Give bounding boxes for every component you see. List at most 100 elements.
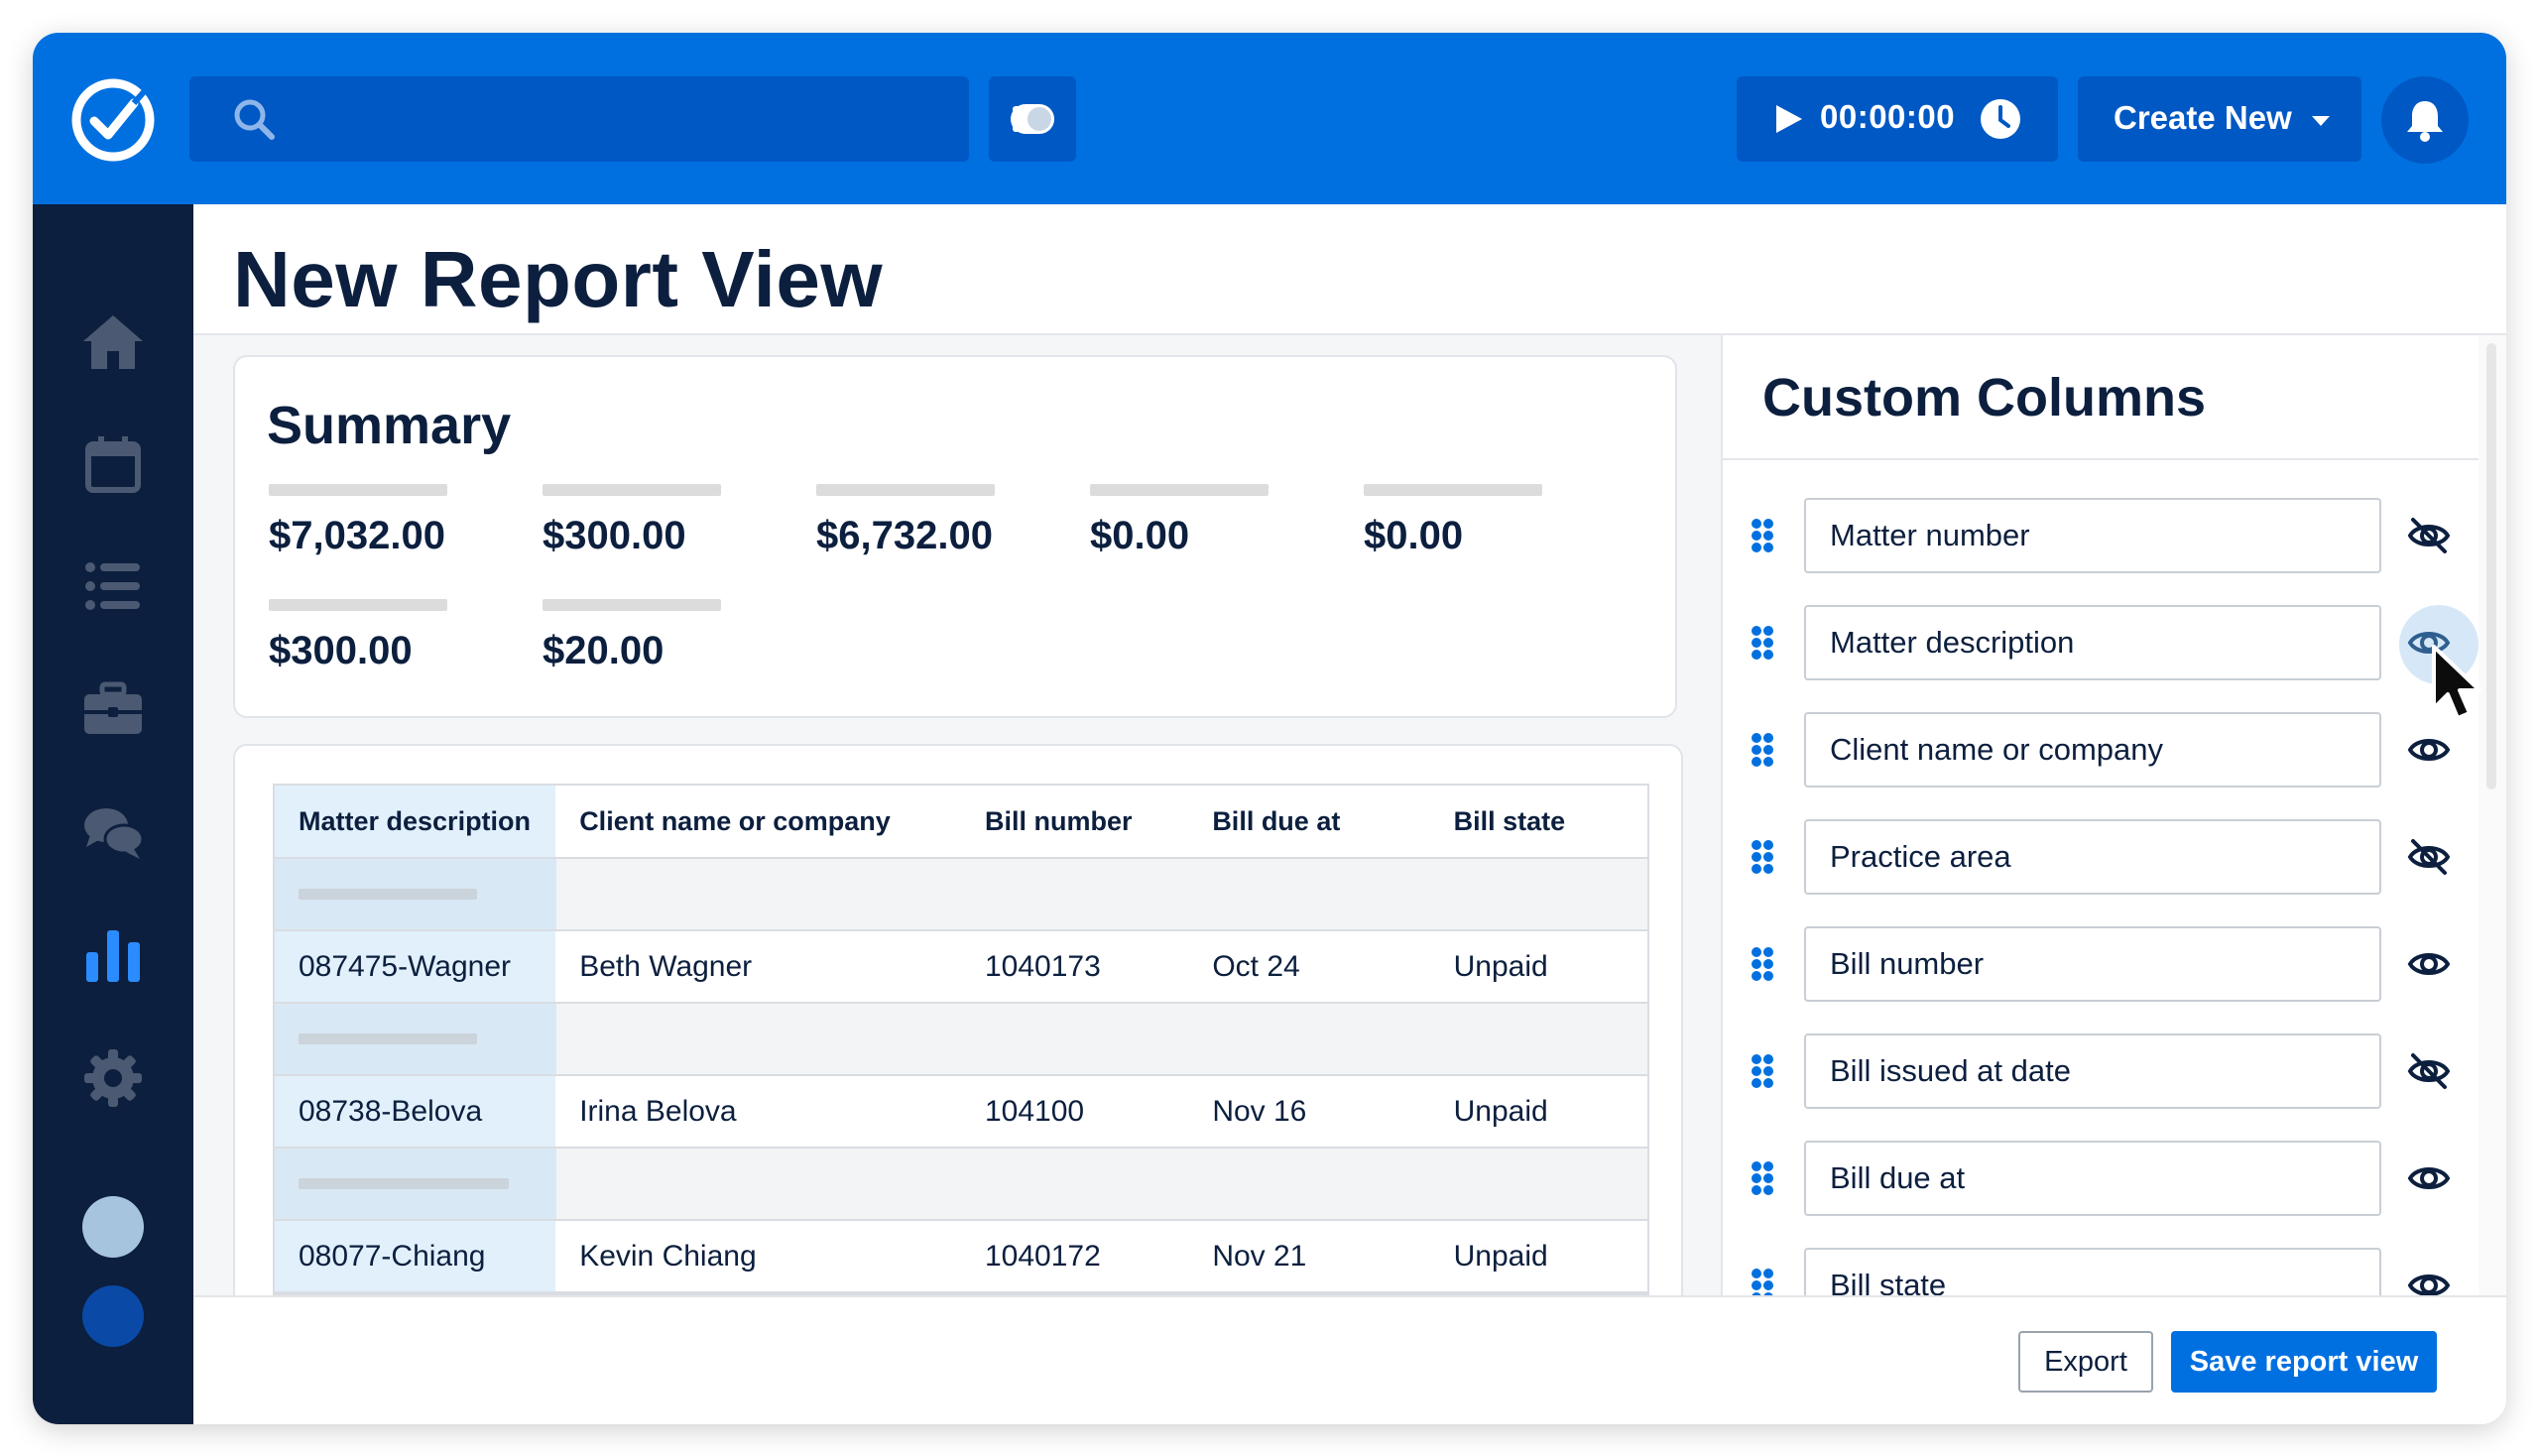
reports-chart-icon[interactable] (80, 922, 146, 988)
table-cell: Nov 21 (1212, 1239, 1307, 1273)
avatar[interactable] (82, 1196, 144, 1258)
summary-metric: $7,032.00 (269, 484, 467, 558)
table-cell: 087475-Wagner (275, 931, 556, 1002)
drag-handle-icon[interactable] (1751, 1053, 1774, 1089)
drag-handle-icon[interactable] (1751, 946, 1774, 982)
column-name-field[interactable]: Bill due at (1804, 1141, 2381, 1216)
custom-column-item[interactable]: Matter number (1751, 498, 2465, 573)
toggle-button[interactable] (989, 76, 1076, 162)
panel-divider (1723, 458, 2479, 460)
column-name-field[interactable]: Client name or company (1804, 712, 2381, 788)
custom-column-item[interactable]: Matter description (1751, 605, 2479, 684)
metric-value: $300.00 (543, 514, 686, 557)
eye-slash-icon[interactable] (2407, 514, 2451, 557)
search-input[interactable] (189, 76, 969, 162)
column-name-field[interactable]: Bill number (1804, 926, 2381, 1002)
metric-value: $300.00 (269, 629, 413, 672)
table-header: Matter description Client name or compan… (275, 786, 1647, 859)
summary-metric: $6,732.00 (816, 484, 1015, 558)
play-icon (1776, 105, 1802, 133)
column-name-field[interactable]: Matter number (1804, 498, 2381, 573)
toggle-icon (1011, 104, 1054, 134)
table-cell: 104100 (984, 1094, 1085, 1128)
custom-column-item[interactable]: Client name or company (1751, 712, 2465, 788)
list-icon[interactable] (80, 553, 146, 619)
create-new-label: Create New (2114, 99, 2292, 136)
chevron-down-icon (2312, 116, 2330, 126)
summary-metric: $20.00 (543, 599, 741, 673)
table-cell: Unpaid (1453, 1094, 1548, 1128)
summary-card: Summary $7,032.00 $300.00 $6,732.00 $0.0… (233, 355, 1677, 718)
column-name-field[interactable]: Bill issued at date (1804, 1033, 2381, 1109)
eye-icon[interactable] (2407, 942, 2451, 986)
table-row[interactable]: 08077-Chiang Kevin Chiang 1040172 Nov 21… (275, 1221, 1647, 1293)
custom-column-item[interactable]: Bill issued at date (1751, 1033, 2465, 1109)
group-cell (275, 1149, 556, 1219)
chat-icon[interactable] (80, 799, 146, 865)
group-cell (275, 1004, 556, 1074)
scrollbar-thumb[interactable] (2486, 343, 2496, 789)
custom-column-item[interactable]: Practice area (1751, 819, 2465, 895)
metric-label-placeholder (269, 599, 447, 611)
drag-handle-icon[interactable] (1751, 732, 1774, 768)
column-header[interactable]: Bill number (984, 805, 1133, 836)
bell-icon (2407, 101, 2443, 142)
eye-icon[interactable] (2407, 728, 2451, 772)
metric-label-placeholder (543, 484, 721, 496)
save-report-view-button[interactable]: Save report view (2171, 1331, 2437, 1393)
metric-value: $0.00 (1364, 514, 1464, 557)
group-cell (275, 859, 556, 929)
app-logo-icon[interactable] (70, 77, 156, 163)
eye-icon[interactable] (2407, 1156, 2451, 1200)
calendar-icon[interactable] (80, 432, 146, 498)
drag-handle-icon[interactable] (1751, 625, 1774, 661)
timer-value: 00:00:00 (1820, 98, 1956, 135)
table-cell: 08738-Belova (275, 1076, 556, 1147)
table-cell: Nov 16 (1212, 1094, 1307, 1128)
eye-slash-icon[interactable] (2407, 835, 2451, 879)
metric-label-placeholder (1364, 484, 1542, 496)
user-avatar[interactable] (82, 1285, 144, 1347)
gear-icon[interactable] (80, 1045, 146, 1111)
drag-handle-icon[interactable] (1751, 518, 1774, 553)
group-label-placeholder (299, 1178, 509, 1189)
metric-value: $6,732.00 (816, 514, 993, 557)
report-table-card: Matter description Client name or compan… (233, 744, 1683, 1339)
metric-label-placeholder (816, 484, 995, 496)
custom-column-item[interactable]: Bill number (1751, 926, 2465, 1002)
column-name-field[interactable]: Practice area (1804, 819, 2381, 895)
column-header[interactable]: Client name or company (579, 805, 891, 836)
report-table: Matter description Client name or compan… (273, 784, 1649, 1295)
mouse-cursor-icon (2432, 645, 2481, 720)
drag-handle-icon[interactable] (1751, 1160, 1774, 1196)
briefcase-icon[interactable] (80, 676, 146, 742)
column-header[interactable]: Bill state (1453, 805, 1566, 836)
table-row[interactable]: 08738-Belova Irina Belova 104100 Nov 16 … (275, 1076, 1647, 1149)
table-cell: 1040172 (984, 1239, 1101, 1273)
eye-icon[interactable] (2407, 621, 2451, 665)
custom-column-item[interactable]: Bill due at (1751, 1141, 2465, 1216)
export-button[interactable]: Export (2018, 1331, 2153, 1393)
group-row (275, 859, 1647, 931)
sidebar-nav (33, 204, 193, 1424)
notifications-button[interactable] (2381, 76, 2469, 164)
table-cell: Unpaid (1453, 949, 1548, 983)
table-row[interactable]: 087475-Wagner Beth Wagner 1040173 Oct 24… (275, 931, 1647, 1004)
metric-label-placeholder (543, 599, 721, 611)
summary-metric: $300.00 (269, 599, 467, 673)
table-cell: Irina Belova (579, 1094, 737, 1128)
page-title: New Report View (233, 235, 884, 323)
timer-button[interactable]: 00:00:00 (1737, 76, 2058, 162)
column-header[interactable]: Matter description (275, 786, 556, 857)
column-header[interactable]: Bill due at (1212, 805, 1341, 836)
home-icon[interactable] (80, 309, 146, 375)
create-new-button[interactable]: Create New (2078, 76, 2361, 162)
eye-icon[interactable] (2407, 1264, 2451, 1307)
metric-value: $20.00 (543, 629, 665, 672)
column-name-field[interactable]: Matter description (1804, 605, 2381, 680)
eye-slash-icon[interactable] (2407, 1049, 2451, 1093)
summary-metric: $300.00 (543, 484, 741, 558)
drag-handle-icon[interactable] (1751, 839, 1774, 875)
metric-label-placeholder (1090, 484, 1269, 496)
group-row (275, 1149, 1647, 1221)
